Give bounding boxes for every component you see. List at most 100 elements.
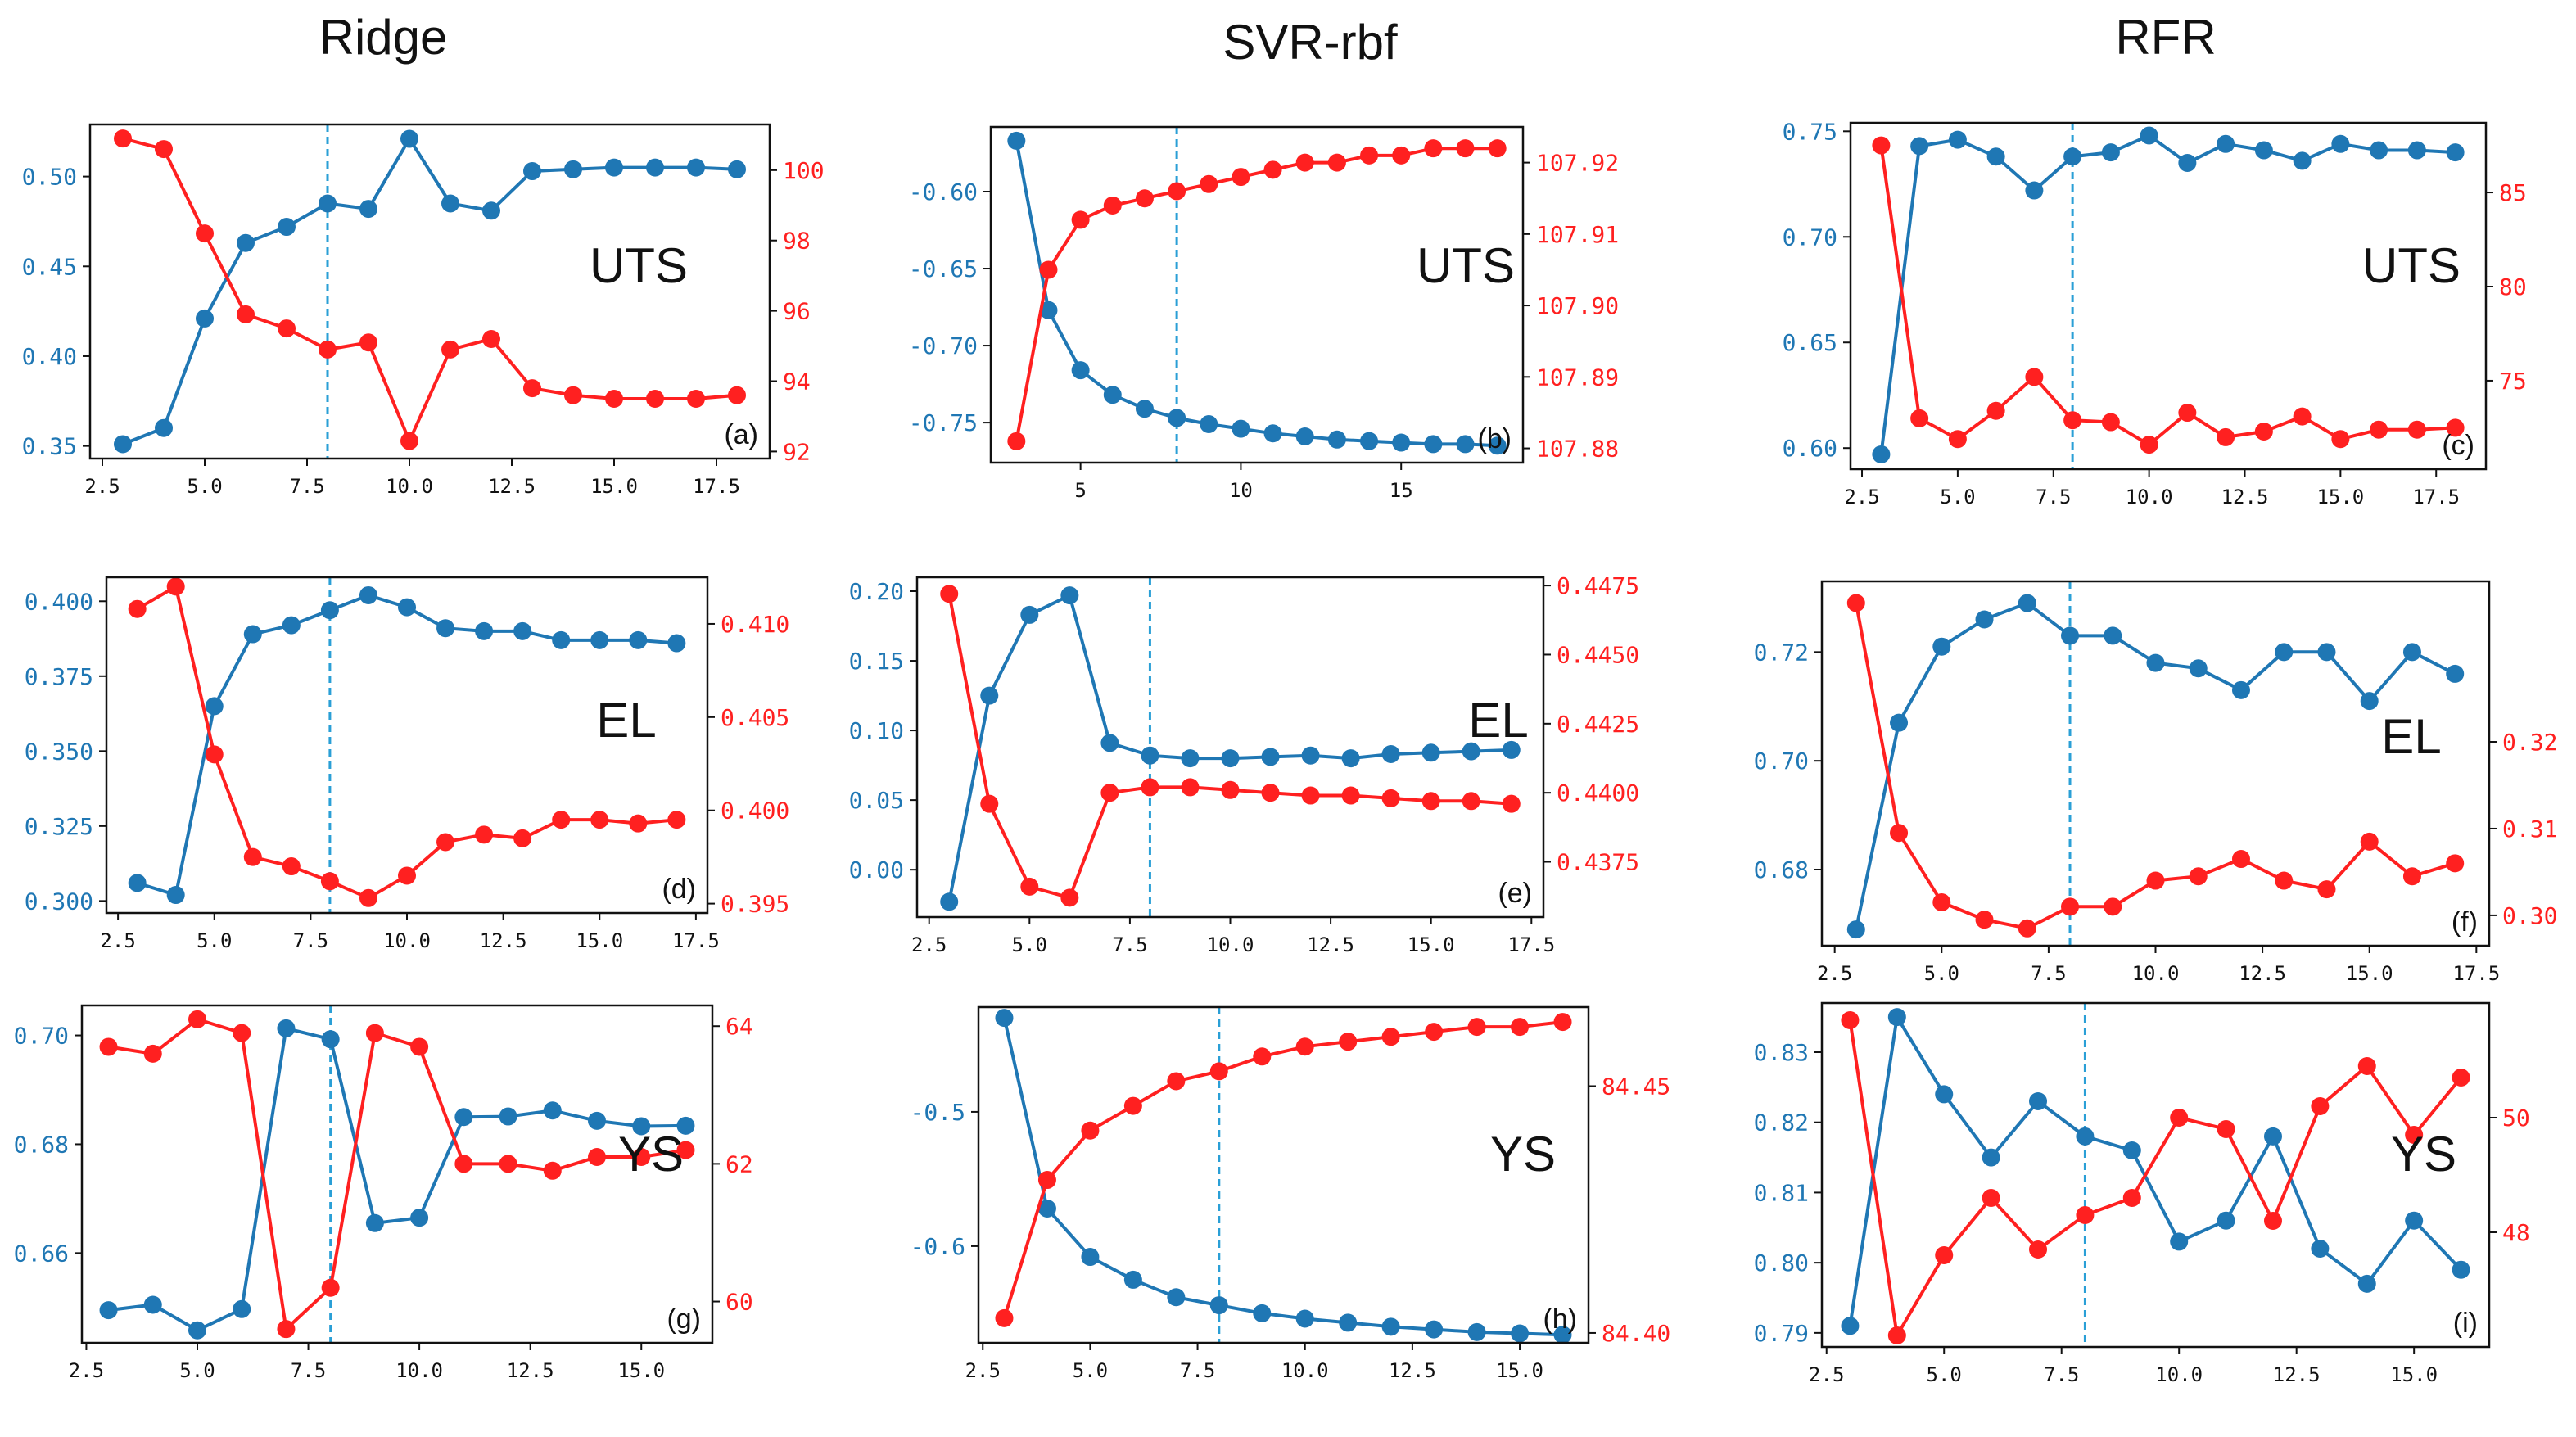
data-point-red-e-6 xyxy=(1181,778,1200,797)
y-right-tick-label-g-0: 60 xyxy=(725,1289,753,1316)
data-point-blue-a-3 xyxy=(237,233,255,252)
data-point-blue-b-15 xyxy=(1488,436,1507,455)
data-point-blue-h-10 xyxy=(1425,1320,1444,1339)
data-point-blue-g-0 xyxy=(99,1301,118,1320)
data-point-blue-i-4 xyxy=(2029,1092,2048,1110)
x-tick-label-c-6: 17.5 xyxy=(2412,486,2460,508)
y-right-tick-label-c-0: 75 xyxy=(2499,368,2527,395)
data-point-red-c-10 xyxy=(2254,423,2273,441)
annotation-h: YS xyxy=(1490,1127,1556,1182)
y-right-tick-label-i-0: 48 xyxy=(2502,1219,2530,1246)
data-point-red-e-4 xyxy=(1100,784,1119,802)
data-point-red-d-10 xyxy=(513,829,532,847)
y-left-tick-label-c-2: 0.70 xyxy=(1783,224,1837,251)
x-tick-label-i-5: 15.0 xyxy=(2390,1363,2438,1386)
data-point-red-a-3 xyxy=(237,305,255,323)
data-point-red-h-9 xyxy=(1381,1028,1400,1046)
data-point-red-g-0 xyxy=(99,1037,118,1056)
data-point-red-b-1 xyxy=(1039,260,1058,279)
data-point-red-h-13 xyxy=(1553,1013,1572,1032)
data-point-blue-c-3 xyxy=(1986,147,2005,166)
data-point-blue-f-2 xyxy=(1932,637,1951,656)
y-right-tick-label-a-4: 100 xyxy=(783,157,825,184)
data-point-blue-a-10 xyxy=(523,162,541,181)
data-point-blue-f-1 xyxy=(1890,713,1909,732)
data-point-blue-a-14 xyxy=(687,158,705,177)
data-point-red-i-9 xyxy=(2263,1212,2282,1230)
data-point-blue-g-10 xyxy=(543,1101,562,1120)
data-point-red-b-10 xyxy=(1327,153,1346,172)
data-point-red-b-11 xyxy=(1360,146,1379,165)
y-left-tick-label-g-2: 0.70 xyxy=(14,1023,69,1050)
y-right-tick-label-g-2: 64 xyxy=(725,1013,753,1040)
data-point-red-a-9 xyxy=(482,329,500,348)
data-point-blue-d-8 xyxy=(436,619,455,638)
y-right-tick-label-a-0: 92 xyxy=(783,438,811,465)
panel-g: 2.5 5.0 7.5 10.0 12.5 15.0 0.66 0.68 0.70 60 62 64 Y… xyxy=(14,1004,753,1382)
data-point-red-a-6 xyxy=(359,333,377,352)
data-point-red-c-14 xyxy=(2407,420,2426,439)
data-point-blue-d-10 xyxy=(513,621,532,640)
data-point-red-e-2 xyxy=(1020,877,1039,896)
panel-a: 2.5 5.0 7.5 10.0 12.5 15.0 17.5 0.35 0.40 0.45 0.5… xyxy=(22,123,825,498)
data-point-blue-b-7 xyxy=(1232,419,1250,438)
data-point-red-g-4 xyxy=(277,1320,296,1339)
data-point-blue-h-6 xyxy=(1253,1304,1272,1322)
y-right-tick-label-e-4: 0.4475 xyxy=(1557,572,1639,599)
data-point-red-d-12 xyxy=(590,811,609,829)
data-point-blue-e-9 xyxy=(1301,746,1320,765)
data-point-blue-h-7 xyxy=(1295,1309,1314,1328)
data-point-blue-f-13 xyxy=(2402,643,2421,662)
data-point-red-c-5 xyxy=(2063,411,2082,430)
data-point-blue-f-8 xyxy=(2189,659,2208,678)
x-tick-label-f-6: 17.5 xyxy=(2452,962,2500,985)
column-title-ridge: Ridge xyxy=(319,10,448,65)
data-point-red-b-2 xyxy=(1071,210,1090,229)
x-tick-label-d-4: 12.5 xyxy=(480,929,527,952)
x-tick-label-a-6: 17.5 xyxy=(693,475,740,498)
y-left-tick-label-g-0: 0.66 xyxy=(14,1240,69,1267)
data-point-blue-c-1 xyxy=(1910,137,1929,156)
y-left-tick-label-e-1: 0.05 xyxy=(849,787,904,814)
data-point-red-c-6 xyxy=(2101,413,2120,432)
y-left-tick-label-d-1: 0.325 xyxy=(25,813,93,840)
data-point-blue-b-13 xyxy=(1424,435,1443,454)
y-left-tick-label-i-4: 0.83 xyxy=(1754,1039,1809,1066)
data-point-blue-b-1 xyxy=(1039,301,1058,319)
data-point-red-h-11 xyxy=(1467,1018,1486,1037)
data-point-red-d-11 xyxy=(552,811,571,829)
data-point-red-c-8 xyxy=(2178,404,2197,423)
series-line-red-h xyxy=(1002,1020,1563,1319)
data-point-red-b-3 xyxy=(1103,196,1122,215)
data-point-blue-c-2 xyxy=(1948,130,1967,149)
data-point-blue-f-10 xyxy=(2275,643,2294,662)
y-right-tick-label-b-3: 107.91 xyxy=(1536,221,1619,248)
data-point-red-g-12 xyxy=(632,1147,651,1166)
data-point-red-h-2 xyxy=(1081,1121,1100,1140)
data-point-blue-e-1 xyxy=(980,686,999,705)
series-line-blue-c xyxy=(1879,133,2456,455)
plot-frame-a xyxy=(88,123,771,460)
data-point-blue-h-3 xyxy=(1123,1270,1142,1289)
y-right-tick-label-d-1: 0.400 xyxy=(721,798,789,825)
data-point-blue-b-6 xyxy=(1200,414,1218,433)
annotation-a: UTS xyxy=(590,238,688,293)
data-point-blue-h-12 xyxy=(1511,1324,1530,1343)
annotation-g: YS xyxy=(618,1127,684,1182)
data-point-red-e-12 xyxy=(1421,792,1440,811)
data-point-red-f-2 xyxy=(1932,893,1951,912)
y-right-tick-label-d-3: 0.410 xyxy=(721,611,789,638)
data-point-blue-f-14 xyxy=(2446,664,2465,683)
y-left-tick-label-b-0: -0.60 xyxy=(909,178,978,206)
data-point-red-f-9 xyxy=(2231,850,2250,869)
panel-label-g: (g) xyxy=(667,1304,701,1335)
panel-label-f: (f) xyxy=(2452,906,2478,938)
y-right-tick-label-h-1: 84.45 xyxy=(1602,1073,1670,1100)
panel-label-d: (d) xyxy=(662,874,696,905)
panel-label-b: (b) xyxy=(1477,423,1512,454)
panel-i: 2.5 5.0 7.5 10.0 12.5 15.0 0.79 0.80 0.81 0.82 0.8… xyxy=(1754,1001,2530,1386)
y-left-tick-label-f-0: 0.68 xyxy=(1754,856,1809,883)
data-point-red-h-6 xyxy=(1253,1047,1272,1066)
data-point-red-i-12 xyxy=(2405,1126,2424,1144)
x-tick-label-b-0: 5 xyxy=(1074,479,1086,502)
